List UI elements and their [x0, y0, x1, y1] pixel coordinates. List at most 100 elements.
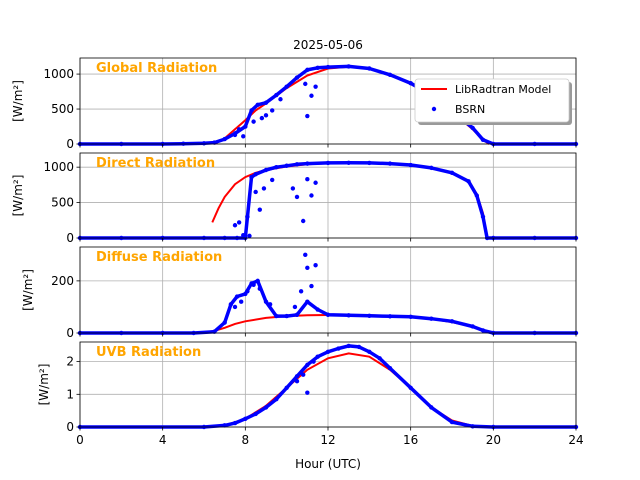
bsrn-point — [313, 180, 318, 185]
bsrn-point — [290, 186, 296, 191]
x-tick-label: 0 — [76, 433, 84, 447]
bsrn-point — [274, 164, 279, 170]
bsrn-point — [284, 163, 289, 168]
bsrn-point — [474, 193, 479, 198]
bsrn-point — [239, 299, 244, 304]
bsrn-point — [284, 385, 289, 390]
y-axis-label: [W/m²] — [11, 80, 25, 122]
bsrn-point — [234, 294, 240, 299]
bsrn-point — [346, 343, 351, 349]
bsrn-point — [274, 92, 279, 98]
x-axis-label: Hour (UTC) — [295, 457, 361, 471]
bsrn-point — [251, 119, 256, 124]
panel-title: Diffuse Radiation — [96, 250, 222, 265]
bsrn-point — [201, 141, 207, 146]
bsrn-point — [232, 420, 238, 426]
y-tick-label: 0 — [66, 231, 74, 245]
bsrn-point — [387, 314, 393, 319]
panel-2: 0 500 1000 Direct Radiation [W/m²] — [11, 152, 579, 245]
bsrn-point — [222, 423, 227, 428]
x-tick-label: 24 — [568, 433, 583, 447]
bsrn-point — [449, 170, 455, 176]
bsrn-point — [305, 67, 310, 73]
bsrn-point — [247, 233, 252, 239]
bsrn-point — [408, 80, 413, 86]
bsrn-point — [313, 84, 318, 89]
bsrn-point — [325, 160, 331, 166]
bsrn-point — [232, 304, 238, 310]
y-tick-label: 0 — [66, 420, 74, 434]
bsrn-point — [377, 356, 382, 361]
bsrn-point — [305, 113, 310, 119]
bsrn-point — [429, 405, 434, 410]
bsrn-point — [470, 324, 475, 329]
bsrn-point — [346, 160, 351, 165]
bsrn-point — [255, 278, 260, 284]
bsrn-point — [294, 75, 300, 80]
bsrn-point — [367, 160, 372, 166]
bsrn-point — [241, 134, 246, 139]
panel-title: Global Radiation — [96, 61, 217, 76]
bsrn-point — [356, 344, 362, 350]
x-tick-label: 20 — [486, 433, 501, 447]
bsrn-point — [270, 108, 275, 113]
y-tick-label: 1000 — [43, 160, 74, 174]
bsrn-point — [241, 232, 246, 238]
x-tick-label: 4 — [159, 433, 167, 447]
bsrn-point — [278, 97, 283, 102]
bsrn-point — [408, 314, 413, 320]
bsrn-point — [449, 319, 455, 324]
panel-3: 0 200 Diffuse Radiation [W/m²] — [21, 246, 579, 340]
bsrn-point — [284, 313, 289, 319]
bsrn-point — [294, 194, 300, 200]
bsrn-point — [305, 299, 310, 304]
bsrn-point — [301, 218, 306, 224]
bsrn-point — [263, 405, 269, 410]
y-tick-label: 0 — [66, 326, 74, 340]
bsrn-point — [251, 282, 256, 287]
bsrn-point — [480, 137, 486, 143]
bsrn-point — [294, 162, 300, 167]
bsrn-point — [325, 64, 331, 70]
y-tick-label: 200 — [51, 274, 74, 288]
bsrn-point — [313, 263, 318, 268]
bsrn-point — [255, 102, 260, 108]
bsrn-point — [309, 283, 314, 289]
bsrn-point — [267, 302, 273, 307]
y-tick-label: 1000 — [43, 67, 74, 81]
bsrn-point — [243, 124, 248, 129]
bsrn-point — [257, 207, 262, 212]
bsrn-point — [346, 313, 351, 318]
bsrn-point — [305, 161, 310, 166]
bsrn-point — [470, 125, 475, 131]
bsrn-point — [305, 177, 310, 182]
bsrn-point — [466, 179, 471, 184]
figure-title: 2025-05-06 — [293, 38, 363, 52]
bsrn-point — [253, 172, 258, 177]
bsrn-point — [470, 424, 475, 429]
bsrn-point — [257, 286, 262, 291]
bsrn-point — [325, 312, 331, 317]
bsrn-point — [336, 346, 341, 351]
bsrn-point — [222, 136, 227, 142]
bsrn-point — [263, 299, 269, 304]
legend: LibRadtran Model BSRN — [414, 78, 572, 125]
bsrn-point — [301, 372, 306, 377]
bsrn-point — [408, 162, 413, 168]
legend-model-label: LibRadtran Model — [455, 83, 551, 96]
bsrn-point — [305, 265, 310, 271]
bsrn-point — [274, 313, 279, 319]
panel-title: Direct Radiation — [96, 156, 215, 171]
bsrn-point — [305, 390, 310, 395]
bsrn-point — [249, 108, 254, 113]
bsrn-point — [315, 65, 320, 70]
bsrn-point — [249, 174, 254, 180]
bsrn-point — [408, 385, 413, 390]
bsrn-point — [259, 115, 265, 121]
y-tick-label: 0 — [66, 137, 74, 151]
bsrn-point — [294, 374, 300, 379]
y-axis-label: [W/m²] — [37, 364, 51, 406]
